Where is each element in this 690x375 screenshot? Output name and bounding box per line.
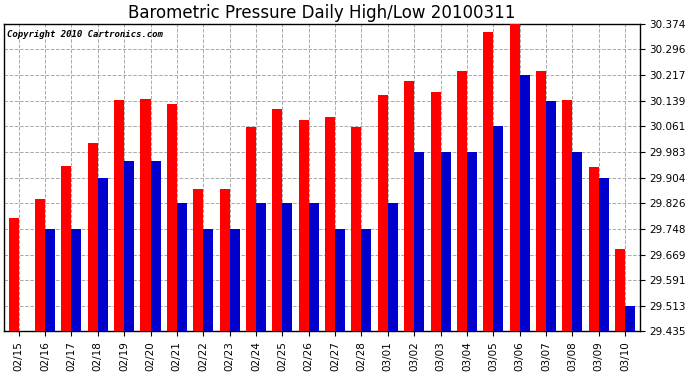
Bar [378,96,388,331]
Bar [546,100,556,331]
Bar [483,32,493,331]
Bar [625,306,635,331]
Bar [599,178,609,331]
Bar [493,126,503,331]
Bar [282,203,293,331]
Bar [98,178,108,331]
Bar [71,229,81,331]
Bar [431,92,440,331]
Bar [246,126,256,331]
Bar [573,152,582,331]
Bar [256,203,266,331]
Bar [467,152,477,331]
Text: Copyright 2010 Cartronics.com: Copyright 2010 Cartronics.com [8,30,164,39]
Bar [124,160,134,331]
Bar [88,143,98,331]
Bar [219,189,230,331]
Title: Barometric Pressure Daily High/Low 20100311: Barometric Pressure Daily High/Low 20100… [128,4,515,22]
Bar [273,108,282,331]
Bar [35,199,45,331]
Bar [388,203,398,331]
Bar [414,152,424,331]
Bar [204,229,213,331]
Bar [193,189,204,331]
Bar [150,160,161,331]
Bar [167,104,177,331]
Bar [141,99,150,331]
Bar [351,126,362,331]
Bar [589,168,599,331]
Bar [61,166,71,331]
Bar [404,81,414,331]
Bar [536,71,546,331]
Bar [9,218,19,331]
Bar [457,71,467,331]
Bar [562,100,573,331]
Bar [335,229,345,331]
Bar [308,203,319,331]
Bar [114,100,124,331]
Bar [615,249,625,331]
Bar [510,24,520,331]
Bar [230,229,239,331]
Bar [45,229,55,331]
Bar [299,120,308,331]
Bar [440,152,451,331]
Bar [325,117,335,331]
Bar [362,229,371,331]
Bar [520,75,530,331]
Bar [177,203,187,331]
